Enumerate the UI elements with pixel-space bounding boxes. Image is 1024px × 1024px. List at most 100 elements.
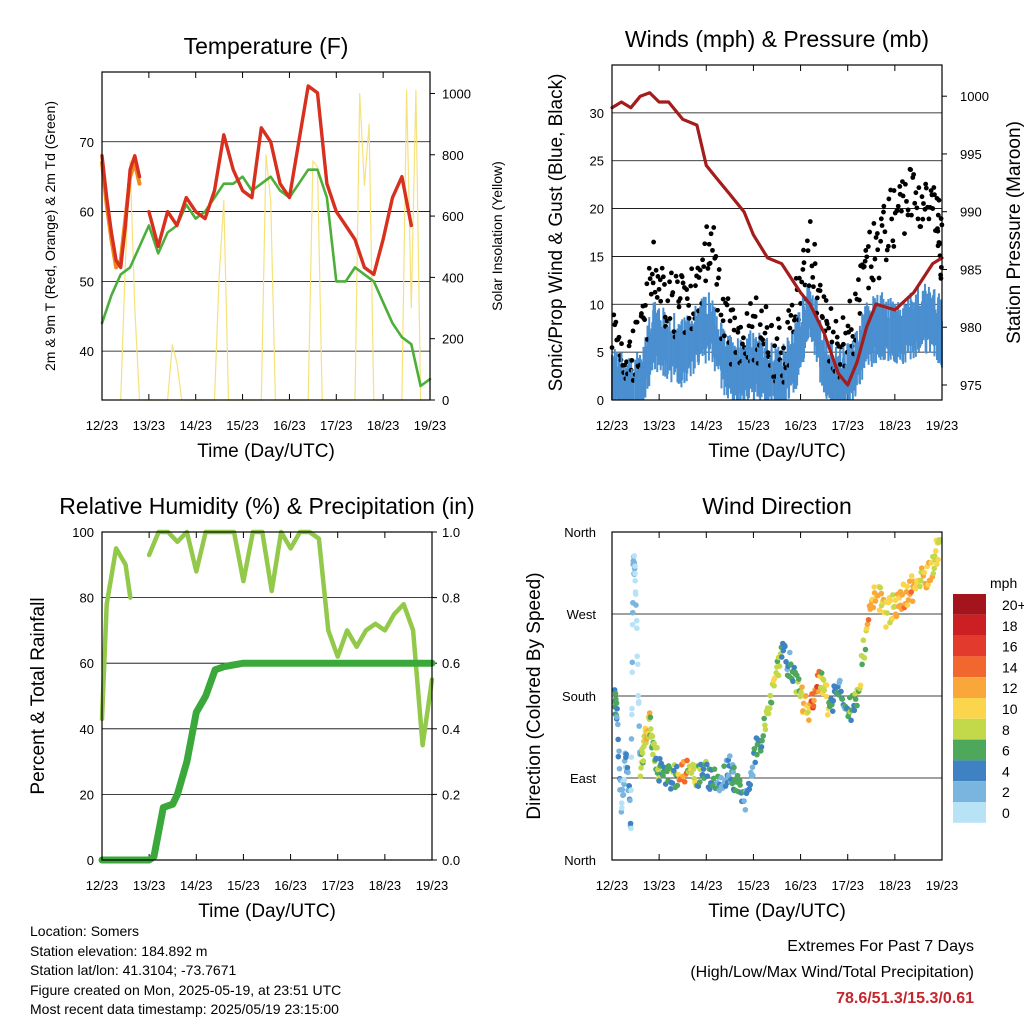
gust-point [884,247,890,253]
gust-point [883,257,889,263]
direction-point [766,705,773,712]
direction-point [684,757,690,764]
direction-point [839,696,846,702]
gust-point [928,188,934,194]
direction-point [626,783,633,789]
gust-point [697,267,703,273]
direction-point [854,702,860,709]
direction-point [636,698,642,705]
x-axis-label: Time (Day/UTC) [708,441,846,462]
direction-point [615,753,622,760]
direction-point [782,643,788,650]
gust-point [648,291,654,297]
direction-point [729,780,736,787]
legend-label: 4 [1002,763,1010,779]
gust-point [748,301,753,306]
direction-point [776,663,783,669]
gust-point [923,185,929,191]
direction-point [934,561,940,567]
gust-point [686,315,692,321]
gust-point [785,319,791,325]
direction-point [612,690,619,697]
gust-point [840,315,846,320]
direction-point [741,798,747,804]
y2-tick-label: 990 [960,205,982,220]
legend-swatch [953,656,986,678]
gust-point [878,216,884,222]
pressure-series [610,91,944,387]
figure-created: Figure created on Mon, 2025-05-19, at 23… [30,981,342,998]
x-tick-label: 14/23 [179,418,212,433]
gust-point [769,322,775,328]
precip-series [98,659,436,864]
extremes-box: Extremes For Past 7 Days (High/Low/Max W… [690,934,974,1012]
direction-point [864,621,871,628]
y2-tick-label: 980 [960,320,982,335]
legend-label: 10 [1002,701,1018,717]
rh-series [99,529,435,748]
gust-point [651,239,657,245]
gust-point [937,241,943,247]
chart-title: Wind Direction [702,493,852,519]
direction-point [917,583,923,590]
plot-frame [101,71,431,401]
x-tick-label: 16/23 [274,878,307,893]
direction-point [798,689,804,696]
gust-point [732,315,738,321]
gust-point [679,274,685,280]
direction-point [932,548,939,554]
direction-point [909,598,916,605]
legend-swatch [953,594,986,615]
direction-point [636,723,642,729]
y-axis-label: 2m & 9m T (Red, Orange) & 2m Td (Green) [42,101,58,371]
gust-point [891,188,897,193]
y-tick-label: North [564,853,596,868]
gust-point [702,241,708,247]
y2-tick-label: 0.4 [442,722,460,737]
direction-point [861,655,868,661]
gust-point [710,247,715,253]
gust-point [895,203,901,209]
direction-point [771,682,777,689]
gust-point [667,279,672,285]
direction-point [634,661,641,668]
direction-point [731,764,737,771]
y2-axis-label: Station Pressure (Maroon) [1004,121,1024,344]
direction-point [925,582,931,588]
direction-point [649,733,656,740]
gust-point [870,277,876,283]
direction-point [823,693,830,700]
gust-point [935,228,941,234]
gust-point [660,274,666,280]
legend-label: 18 [1002,618,1018,634]
legend-swatch [953,718,986,740]
gust-point [720,318,726,324]
gust-point [616,334,622,340]
y-axis-label: Direction (Colored By Speed) [524,572,545,819]
gust-point [938,264,944,270]
gust-point [821,294,827,300]
gust-point [905,212,911,218]
direction-point [613,700,620,706]
direction-point [718,774,724,781]
gust-point [789,302,795,308]
gust-point [810,274,816,280]
gust-point [788,313,794,318]
gust-point [894,208,900,213]
direction-point [613,714,620,720]
gust-point [918,224,924,229]
direction-point [736,777,743,784]
direction-point [928,560,935,566]
gust-point [873,235,879,240]
gust-point [686,303,692,308]
direction-point [615,736,621,743]
x-tick-label: 15/23 [227,878,260,893]
direction-point [650,751,656,758]
extremes-values: 78.6/51.3/15.3/0.61 [836,990,974,1007]
direction-point [823,682,830,688]
x-tick-label: 12/23 [86,878,119,893]
direction-point [628,787,634,793]
gust-point [619,341,624,347]
direction-point [872,598,879,604]
gust-point [706,241,712,247]
